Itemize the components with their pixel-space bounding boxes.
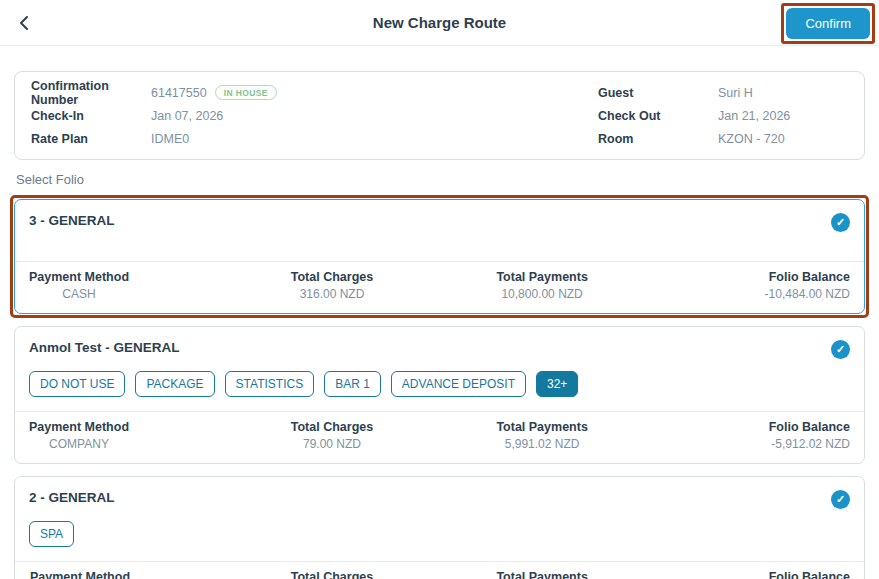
stat-folio-balance: Folio Balance -5,912.02 NZD — [769, 420, 850, 451]
folio-title: Anmol Test - GENERAL — [29, 340, 180, 355]
folio-title: 3 - GENERAL — [29, 213, 115, 228]
confirm-annotation-highlight: Confirm — [781, 3, 875, 44]
stat-total-charges: Total Charges 79.00 NZD — [291, 420, 373, 451]
folio-tag: BAR 1 — [324, 371, 381, 397]
selected-check-icon: ✓ — [831, 490, 850, 509]
stat-payment-method: Payment Method COMPANY — [29, 420, 129, 451]
folio-card-wrapper: Anmol Test - GENERAL ✓ DO NOT USE PACKAGE… — [14, 326, 865, 464]
reservation-right-column: Guest Suri H Check Out Jan 21, 2026 Room… — [598, 85, 848, 146]
field-room: Room KZON - 720 — [598, 131, 848, 146]
stat-folio-balance: Folio Balance -10,484.00 NZD — [765, 270, 850, 301]
folio-card[interactable]: 3 - GENERAL ✓ Payment Method CASH Total … — [14, 199, 865, 314]
folio-tags: SPA — [29, 521, 850, 547]
reservation-summary-card: Confirmation Number 61417550 IN HOUSE Ch… — [14, 71, 865, 160]
folio-list: 3 - GENERAL ✓ Payment Method CASH Total … — [14, 195, 865, 579]
folio-tags: DO NOT USE PACKAGE STATISTICS BAR 1 ADVANCE … — [29, 371, 850, 397]
folio-tag: DO NOT USE — [29, 371, 125, 397]
stat-total-payments: Total Payments 10,800.00 NZD — [496, 270, 587, 301]
main-content: Confirmation Number 61417550 IN HOUSE Ch… — [0, 46, 879, 579]
confirmation-number-value: 61417550 — [151, 86, 207, 100]
back-button[interactable] — [14, 11, 33, 35]
field-rate-plan: Rate Plan IDME0 — [31, 131, 558, 146]
selected-check-icon: ✓ — [831, 213, 850, 232]
stat-total-charges: Total Charges 316.00 NZD — [291, 270, 373, 301]
rate-plan-value: IDME0 — [151, 132, 189, 146]
folio-stats: Payment Method Credit Card WCCC Total Ch… — [15, 562, 864, 579]
folio-card[interactable]: 2 - GENERAL ✓ SPA Payment Method Credit … — [14, 476, 865, 579]
selected-check-icon: ✓ — [831, 340, 850, 359]
chevron-left-icon — [18, 15, 29, 31]
field-check-in: Check-In Jan 07, 2026 — [31, 108, 558, 123]
stat-total-payments: Total Payments 5,991.02 NZD — [496, 420, 587, 451]
check-out-value: Jan 21, 2026 — [718, 109, 790, 123]
folio-stats: Payment Method COMPANY Total Charges 79.… — [15, 412, 864, 463]
top-bar: New Charge Route Confirm — [0, 0, 879, 46]
reservation-left-column: Confirmation Number 61417550 IN HOUSE Ch… — [31, 85, 558, 146]
in-house-status-badge: IN HOUSE — [215, 85, 277, 100]
folio-tag-overflow-count[interactable]: 32+ — [536, 371, 578, 397]
check-in-value: Jan 07, 2026 — [151, 109, 223, 123]
stat-total-charges: Total Charges 30.00 NZD — [291, 570, 373, 579]
folio-card[interactable]: Anmol Test - GENERAL ✓ DO NOT USE PACKAGE… — [14, 326, 865, 464]
folio-title: 2 - GENERAL — [29, 490, 115, 505]
field-confirmation-number: Confirmation Number 61417550 IN HOUSE — [31, 85, 558, 100]
page-title: New Charge Route — [0, 14, 879, 31]
folio-tag: PACKAGE — [135, 371, 214, 397]
folio-stats: Payment Method CASH Total Charges 316.00… — [15, 262, 864, 313]
field-check-out: Check Out Jan 21, 2026 — [598, 108, 848, 123]
stat-total-payments: Total Payments 0.00 NZD — [496, 570, 587, 579]
folio-card-wrapper: 3 - GENERAL ✓ Payment Method CASH Total … — [10, 195, 869, 318]
folio-tag: ADVANCE DEPOSIT — [391, 371, 526, 397]
field-guest: Guest Suri H — [598, 85, 848, 100]
confirm-button[interactable]: Confirm — [786, 8, 870, 39]
folio-card-wrapper: 2 - GENERAL ✓ SPA Payment Method Credit … — [14, 476, 865, 579]
folio-tag: SPA — [29, 521, 74, 547]
stat-payment-method: Payment Method Credit Card WCCC — [29, 570, 131, 579]
select-folio-label: Select Folio — [16, 172, 863, 187]
guest-value: Suri H — [718, 86, 753, 100]
room-value: KZON - 720 — [718, 132, 785, 146]
stat-folio-balance: Folio Balance 30.00 NZD — [769, 570, 850, 579]
stat-payment-method: Payment Method CASH — [29, 270, 129, 301]
folio-tag: STATISTICS — [225, 371, 315, 397]
